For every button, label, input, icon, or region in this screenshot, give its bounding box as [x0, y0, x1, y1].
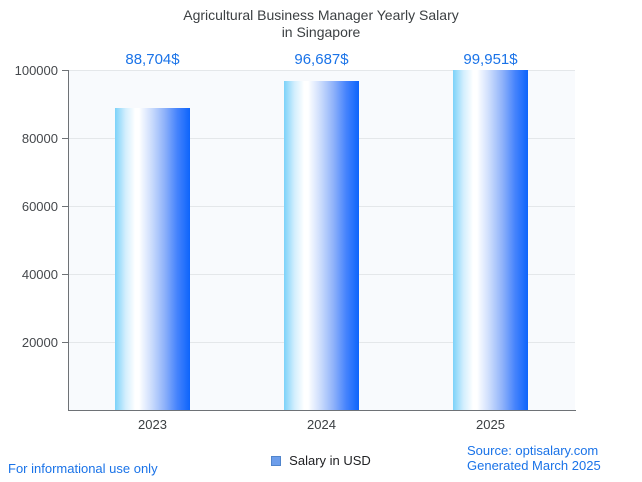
y-axis-tick — [62, 342, 68, 343]
y-axis-tick-label: 100000 — [14, 63, 58, 78]
y-axis-tick — [62, 70, 68, 71]
y-axis-tick — [62, 138, 68, 139]
x-axis-label: 2025 — [476, 417, 505, 432]
bar-value-label: 99,951$ — [463, 51, 518, 68]
y-axis-tick — [62, 206, 68, 207]
legend-label: Salary in USD — [289, 453, 371, 468]
plot-area — [68, 70, 575, 410]
chart-title-line1: Agricultural Business Manager Yearly Sal… — [183, 7, 459, 23]
y-axis-tick-label: 80000 — [21, 131, 58, 146]
chart-title: Agricultural Business Manager Yearly Sal… — [0, 7, 642, 41]
generated-text: Generated March 2025 — [467, 458, 601, 473]
disclaimer-text: For informational use only — [8, 461, 158, 476]
x-axis-label: 2023 — [138, 417, 167, 432]
x-axis-line — [68, 410, 576, 411]
bar-value-label: 96,687$ — [294, 51, 349, 68]
legend-swatch-icon — [271, 455, 282, 466]
legend-box: Salary in USD — [261, 449, 381, 472]
bar-2024 — [284, 81, 359, 410]
gridline — [68, 70, 575, 71]
y-axis-tick-label: 40000 — [21, 267, 58, 282]
x-axis-label: 2024 — [307, 417, 336, 432]
y-axis-tick — [62, 274, 68, 275]
y-axis-tick-label: 20000 — [21, 335, 58, 350]
bar-2025 — [453, 70, 528, 410]
y-axis-tick-label: 60000 — [21, 199, 58, 214]
y-axis-line — [68, 70, 69, 411]
bar-2023 — [115, 108, 190, 410]
legend: Salary in USD — [0, 449, 642, 472]
source-block: Source: optisalary.com Generated March 2… — [467, 443, 601, 473]
chart-title-line2: in Singapore — [281, 24, 361, 40]
bar-value-label: 88,704$ — [125, 51, 180, 68]
source-text: Source: optisalary.com — [467, 443, 599, 458]
